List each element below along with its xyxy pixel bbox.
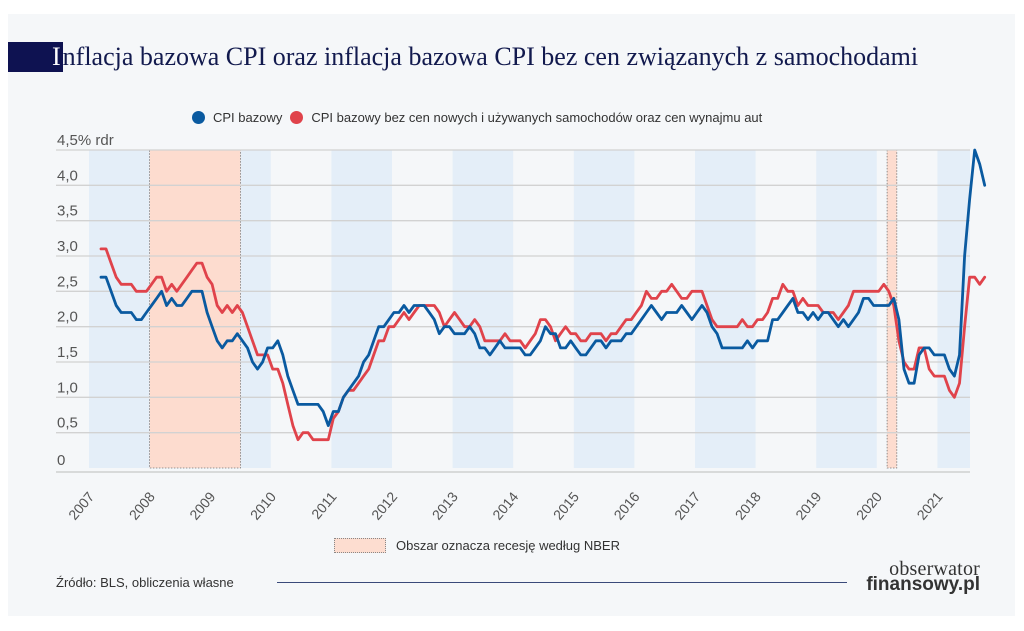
year-band: [331, 150, 392, 468]
x-tick-label: 2020: [853, 488, 885, 522]
x-tick-label: 2018: [732, 488, 764, 522]
year-band: [240, 150, 271, 468]
series-lines: [99, 148, 987, 442]
x-tick-label: 2010: [247, 488, 279, 522]
x-axis-ticks: 2007 2008 2009 2010 2011 2012 2013 2014 2015 2016…: [65, 488, 946, 522]
recession-legend-label: Obszar oznacza recesję według NBER: [396, 538, 620, 553]
x-tick-label: 2008: [126, 488, 158, 522]
logo-line2: finansowy.pl: [866, 574, 980, 595]
y-tick-label: 1,0: [57, 379, 78, 396]
y-tick-label: 3,0: [57, 238, 78, 255]
x-tick-label: 2014: [489, 488, 521, 522]
x-tick-label: 2015: [550, 488, 582, 522]
title-text: nflacja bazowa CPI oraz inflacja bazowa …: [62, 42, 919, 71]
y-tick-label: 4,5% rdr: [57, 132, 114, 149]
recession-swatch-icon: [334, 538, 386, 553]
year-band: [937, 150, 970, 468]
y-axis-ticks: 0 0,5 1,0 1,5 2,0 2,5 3,0 3,5 4,0 4,5% rdr: [57, 132, 114, 469]
x-tick-label: 2012: [368, 488, 400, 522]
series-line: [99, 247, 987, 442]
y-tick-label: 0,5: [57, 415, 78, 432]
recession-legend: Obszar oznacza recesję według NBER: [334, 538, 620, 553]
legend-dot-red-icon: [290, 111, 304, 124]
x-tick-label: 2019: [792, 488, 824, 522]
y-tick-label: 2,0: [57, 309, 78, 326]
x-tick-label: 2007: [65, 488, 97, 522]
x-tick-label: 2016: [610, 488, 642, 522]
y-tick-label: 3,5: [57, 203, 78, 220]
x-tick-label: 2021: [913, 488, 945, 522]
logo-line1: obserwator: [889, 558, 980, 580]
legend-label-cpi: CPI bazowy: [213, 110, 283, 125]
x-tick-label: 2011: [308, 488, 340, 522]
y-tick-label: 1,5: [57, 344, 78, 361]
y-tick-label: 0: [57, 452, 65, 469]
grid-lines: [56, 149, 970, 473]
x-tick-label: 2009: [186, 488, 218, 522]
legend-dot-blue-icon: [192, 111, 205, 124]
y-tick-label: 4,0: [57, 167, 78, 184]
x-tick-label: 2013: [429, 488, 461, 522]
source-divider: [277, 582, 847, 583]
y-tick-label: 2,5: [57, 273, 78, 290]
chart-legend: CPI bazowy CPI bazowy bez cen nowych i u…: [192, 110, 770, 125]
recession-area: [149, 149, 241, 469]
legend-item-cpi-ex-cars: CPI bazowy bez cen nowych i używanych sa…: [290, 110, 762, 125]
source-note: Źródło: BLS, obliczenia własne: [56, 575, 234, 590]
legend-item-cpi: CPI bazowy: [192, 110, 282, 125]
legend-label-cpi-ex-cars: CPI bazowy bez cen nowych i używanych sa…: [311, 110, 763, 125]
brand-logo: obserwator finansowy.pl: [855, 558, 980, 595]
title-initial: I: [8, 42, 63, 72]
year-band: [452, 150, 514, 468]
year-band: [573, 150, 635, 468]
series-line: [99, 148, 987, 428]
x-tick-label: 2017: [671, 488, 703, 522]
